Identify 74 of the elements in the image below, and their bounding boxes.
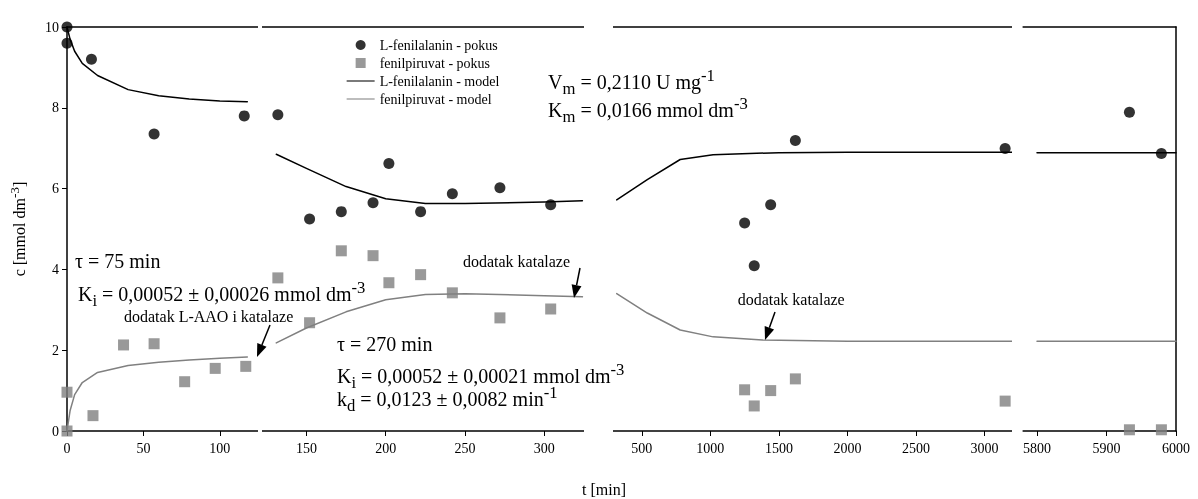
point <box>383 158 395 170</box>
point <box>446 188 458 200</box>
point <box>61 425 73 437</box>
x-tick-label: 250 <box>454 440 476 456</box>
x-tick-label: 1500 <box>764 440 793 456</box>
point <box>545 303 557 315</box>
point <box>148 128 160 140</box>
point <box>446 287 458 299</box>
y-tick-label: 0 <box>52 423 59 439</box>
point <box>789 135 801 147</box>
x-tick-label: 6000 <box>1162 440 1190 456</box>
point <box>545 199 557 211</box>
point <box>383 277 395 289</box>
point <box>748 400 760 412</box>
x-tick-label: 50 <box>136 440 151 456</box>
point <box>272 272 284 284</box>
point <box>304 317 316 329</box>
annotation: dodatak katalaze <box>462 252 570 271</box>
x-axis-title: t [min] <box>582 481 626 499</box>
y-tick-label: 4 <box>52 261 59 277</box>
x-tick-label: 100 <box>209 440 231 456</box>
point <box>61 386 73 398</box>
point <box>272 109 284 121</box>
x-tick-label: 2500 <box>902 440 931 456</box>
point <box>739 384 751 396</box>
point <box>999 143 1011 155</box>
point <box>739 217 751 229</box>
point <box>765 385 777 397</box>
legend-label: fenilpiruvat - pokus <box>379 55 491 71</box>
y-tick-label: 8 <box>52 100 59 116</box>
point <box>415 269 427 281</box>
point <box>367 250 379 262</box>
x-tick-label: 5900 <box>1092 440 1121 456</box>
annotation: dodatak L-AAO i katalaze <box>124 308 294 326</box>
point <box>999 395 1011 407</box>
annotation: τ = 75 min <box>75 250 161 273</box>
point <box>335 206 347 218</box>
x-tick-label: 5800 <box>1023 440 1051 456</box>
point <box>118 339 130 351</box>
point <box>85 53 97 65</box>
point <box>148 338 160 350</box>
point <box>367 197 379 209</box>
y-tick-label: 10 <box>45 19 59 35</box>
x-tick-label: 500 <box>631 440 653 456</box>
point <box>238 110 250 122</box>
point <box>304 213 316 225</box>
point <box>765 199 777 211</box>
point <box>240 360 252 372</box>
point <box>494 182 506 194</box>
x-tick-label: 1000 <box>696 440 725 456</box>
x-tick-label: 200 <box>375 440 397 456</box>
y-tick-label: 6 <box>52 181 59 197</box>
point <box>87 410 99 422</box>
point <box>789 373 801 385</box>
point <box>415 206 427 218</box>
annotation: K$_{i}$ = 0,00052 ± 0,00026 mmol dm$^{-3}$ <box>78 278 366 310</box>
point <box>335 245 347 257</box>
legend-label: L-fenilalanin - model <box>379 73 500 89</box>
x-tick-label: 150 <box>295 440 317 456</box>
y-tick-label: 2 <box>52 342 59 358</box>
point <box>61 37 73 49</box>
point <box>209 362 221 374</box>
legend-label: L-fenilalanin - pokus <box>379 37 498 53</box>
x-tick-label: 0 <box>63 440 71 456</box>
point <box>494 312 506 324</box>
annotation: τ = 270 min <box>337 333 433 356</box>
point <box>61 21 73 33</box>
legend-label: fenilpiruvat - model <box>379 91 492 107</box>
annotation: dodatak katalaze <box>737 291 845 310</box>
x-tick-label: 3000 <box>970 440 999 456</box>
point <box>748 260 760 272</box>
x-tick-label: 2000 <box>833 440 862 456</box>
point <box>179 376 191 388</box>
x-tick-label: 300 <box>533 440 555 456</box>
